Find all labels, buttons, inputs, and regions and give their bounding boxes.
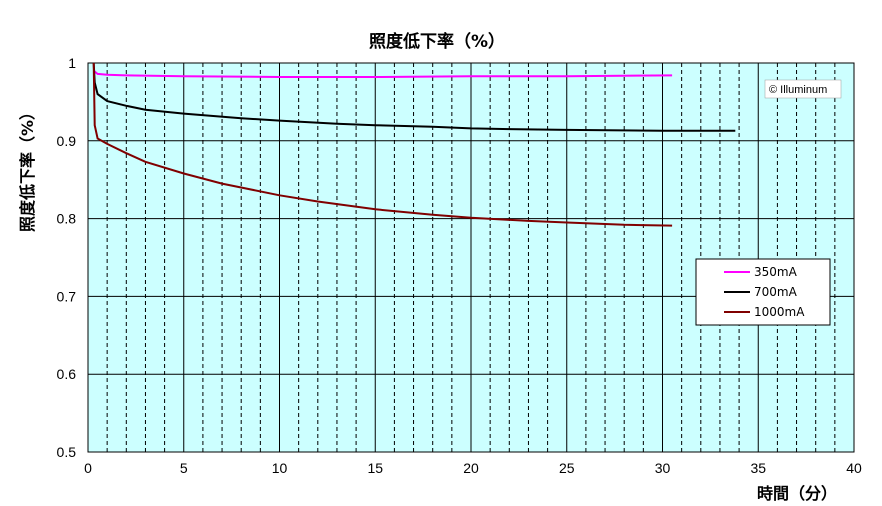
series-line-350mA — [93, 70, 673, 78]
x-tick-labels: 0 5 10 15 20 25 30 35 40 — [84, 460, 862, 476]
legend: 350mA 700mA 1000mA — [695, 258, 831, 326]
x-tick-label: 5 — [180, 460, 188, 476]
y-tick-label: 0.5 — [57, 444, 77, 460]
x-tick-label: 10 — [272, 460, 288, 476]
legend-label: 350mA — [754, 265, 798, 279]
y-tick-label: 0.7 — [57, 288, 77, 304]
y-axis-label: 照度低下率（%） — [18, 104, 37, 232]
series-line-1000mA — [92, 62, 673, 227]
x-tick-label: 35 — [750, 460, 766, 476]
x-tick-label: 30 — [655, 460, 671, 476]
y-tick-label: 0.8 — [57, 211, 77, 227]
series-lines — [92, 62, 736, 227]
x-tick-label: 25 — [559, 460, 575, 476]
legend-label: 1000mA — [754, 305, 805, 319]
x-tick-label: 20 — [463, 460, 479, 476]
minor-gridlines — [106, 63, 836, 452]
x-tick-label: 15 — [367, 460, 383, 476]
watermark: © Illuminum — [764, 79, 842, 99]
y-tick-labels: 0.5 0.6 0.7 0.8 0.9 1 — [57, 55, 77, 460]
x-tick-label: 0 — [84, 460, 92, 476]
y-tick-label: 1 — [68, 55, 76, 71]
x-axis-label: 時間（分） — [757, 484, 837, 503]
chart-title: 照度低下率（%） — [369, 31, 505, 52]
x-tick-label: 40 — [846, 460, 862, 476]
legend-label: 700mA — [754, 285, 798, 299]
y-tick-label: 0.9 — [57, 133, 77, 149]
y-tick-label: 0.6 — [57, 366, 77, 382]
watermark-text: © Illuminum — [769, 84, 827, 96]
series-line-700mA — [92, 62, 736, 132]
plot-border — [87, 62, 855, 453]
legend-box — [695, 258, 831, 326]
